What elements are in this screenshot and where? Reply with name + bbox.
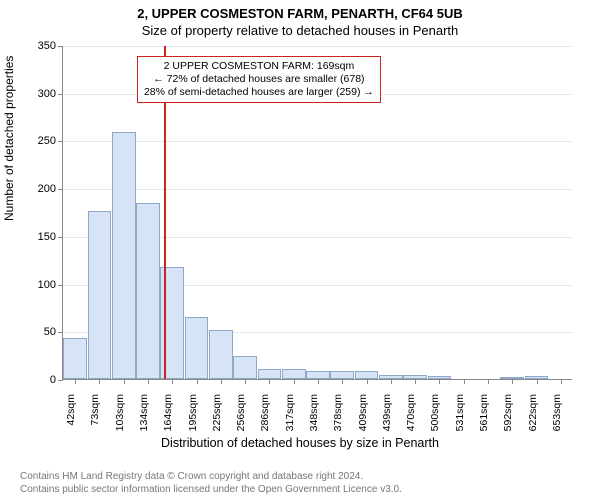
annotation-line: 2 UPPER COSMESTON FARM: 169sqm [144,60,374,73]
bar [185,317,209,379]
footer-line: Contains public sector information licen… [20,483,402,496]
y-tick-label: 250 [26,135,56,147]
footer: Contains HM Land Registry data © Crown c… [20,470,402,496]
bar [282,369,306,379]
plot: 2 UPPER COSMESTON FARM: 169sqm← 72% of d… [62,46,572,380]
bar [88,211,112,379]
y-tick-label: 200 [26,183,56,195]
footer-line: Contains HM Land Registry data © Crown c… [20,470,402,483]
bar [112,132,136,379]
y-tick-label: 150 [26,231,56,243]
y-tick-label: 350 [26,40,56,52]
annotation-box: 2 UPPER COSMESTON FARM: 169sqm← 72% of d… [137,56,381,103]
annotation-line: ← 72% of detached houses are smaller (67… [144,73,374,86]
bar [355,371,379,379]
bar [258,369,282,379]
page-title: 2, UPPER COSMESTON FARM, PENARTH, CF64 5… [0,0,600,21]
gridline [63,189,572,190]
page-subtitle: Size of property relative to detached ho… [0,21,600,42]
bar [233,356,257,379]
y-tick-label: 50 [26,326,56,338]
x-axis-label: Distribution of detached houses by size … [0,436,600,450]
gridline [63,141,572,142]
y-tick-label: 300 [26,88,56,100]
y-tick-label: 100 [26,279,56,291]
bar [136,203,160,379]
y-tick-label: 0 [26,374,56,386]
gridline [63,46,572,47]
annotation-line: 28% of semi-detached houses are larger (… [144,86,374,99]
bar [63,338,87,379]
chart-area: 2 UPPER COSMESTON FARM: 169sqm← 72% of d… [62,46,572,380]
y-axis-label: Number of detached properties [2,203,16,221]
bar [209,330,233,379]
bar [306,371,330,379]
bar [330,371,354,379]
